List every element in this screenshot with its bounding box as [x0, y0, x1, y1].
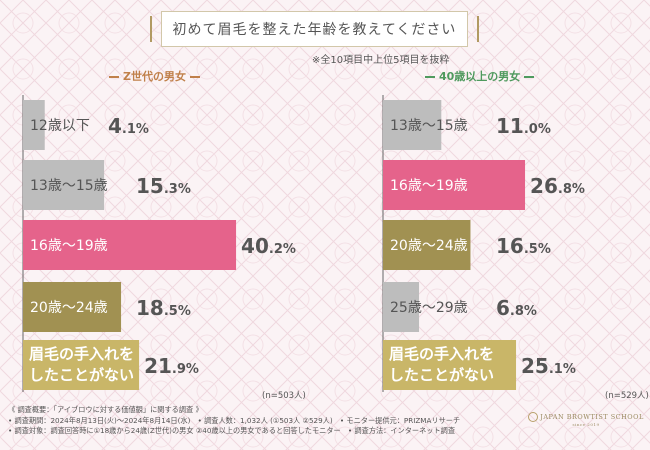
group2-bar-3 [383, 220, 471, 270]
logo-name: JAPAN BROWTIST SCHOOL [540, 413, 644, 421]
group1-bar-4-label: 20歳〜24歳 [30, 300, 108, 316]
group1-n-label: (n=503人) [262, 391, 306, 401]
group2-bar-5-value: 25.1% [521, 354, 576, 378]
group2-bar-4-label: 25歳〜29歳 [390, 300, 468, 316]
group2-bar-5-label-line2: したことがない [389, 366, 494, 384]
group1-bar-1-label: 12歳以下 [30, 118, 90, 134]
group1-bar-4 [23, 282, 122, 332]
group1-bar-5-value: 21.9% [144, 354, 199, 378]
group1-bar-2-value: 15.3% [136, 174, 191, 198]
group2-bar-1-value: 11.0% [496, 114, 551, 138]
group2-bar-3-label: 20歳〜24歳 [390, 238, 468, 254]
group1-bar-2-label: 13歳〜15歳 [30, 178, 108, 194]
group1-bar-1-value: 4.1% [108, 114, 149, 138]
group1-bar-3-label: 16歳〜19歳 [30, 238, 108, 254]
group1-bar-5-label-line2: したことがない [29, 366, 134, 384]
group2-n-label: (n=529人) [605, 391, 649, 401]
logo-mark-icon [528, 412, 539, 422]
survey-footer: 《 調査概要：「アイブロウに対する価値観」に関する調査 》 • 調査期間：202… [8, 405, 460, 437]
group2-bar-2 [383, 160, 526, 210]
group2-bar-2-label: 16歳〜19歳 [390, 178, 468, 194]
group2-title-text: 40歳以上の男女 [439, 70, 521, 83]
group1-title-text: Z世代の男女 [123, 70, 186, 83]
group2-title: 40歳以上の男女 [421, 68, 538, 84]
group1-bar-2 [23, 160, 105, 210]
footer-line-1: 《 調査概要：「アイブロウに対する価値観」に関する調査 》 [8, 405, 203, 414]
logo-sub: since 2019 [572, 422, 600, 427]
chart-title-text: 初めて眉毛を整えた年齢を教えてください [172, 22, 457, 38]
group1-title: Z世代の男女 [105, 68, 204, 84]
group2-bar-1 [383, 100, 442, 150]
footer-line-3: • 調査対象：調査回答時に①18歳から24歳(Z世代)の男女 ②40歳以上の男女… [8, 426, 456, 435]
group1-bar-3-value: 40.2% [241, 234, 296, 258]
group1-bar-1 [23, 100, 45, 150]
group1-dash-right [189, 76, 200, 78]
group2-bar-5 [383, 340, 517, 390]
group2-bar-4 [383, 282, 420, 332]
group2-bar-5-label-line1: 眉毛の手入れを [389, 345, 494, 363]
group1-bar-4-value: 18.5% [136, 296, 191, 320]
footer-line-2: • 調査期間：2024年8月13日(火)〜2024年8月14日(水) • 調査人… [8, 415, 461, 425]
chart-title: 初めて眉毛を整えた年齢を教えてください [150, 11, 479, 47]
group2-bar-4-value: 6.8% [496, 296, 537, 320]
group1-dash-left [109, 76, 119, 78]
group1-bar-5-label-line1: 眉毛の手入れを [29, 345, 134, 363]
group1-bar-5 [23, 340, 140, 390]
brand-logo: JAPAN BROWTIST SCHOOL since 2019 [527, 412, 645, 427]
group2-bar-3-value: 16.5% [496, 234, 551, 258]
note-text: ※全10項目中上位5項目を抜粋 [312, 55, 450, 66]
group2-dash-left [425, 76, 435, 78]
group2-dash-right [524, 76, 535, 78]
group1-bar-3 [23, 220, 237, 270]
group2-bar-2-value: 26.8% [530, 174, 585, 198]
group2-bar-1-label: 13歳〜15歳 [390, 118, 468, 134]
